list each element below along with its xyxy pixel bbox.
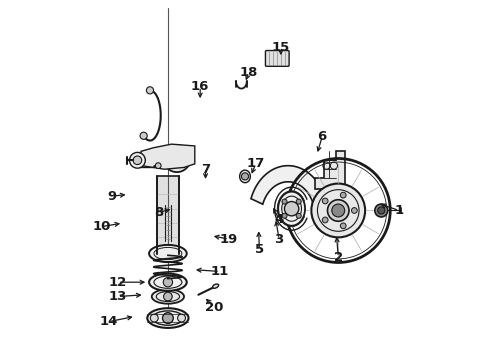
Text: 8: 8 [154, 206, 164, 219]
Ellipse shape [147, 308, 189, 328]
Polygon shape [139, 157, 153, 167]
Text: 4: 4 [274, 213, 284, 226]
Ellipse shape [240, 170, 250, 183]
Circle shape [351, 208, 357, 213]
Polygon shape [315, 151, 345, 189]
Circle shape [163, 145, 191, 172]
Circle shape [282, 213, 287, 218]
Circle shape [322, 217, 328, 223]
Circle shape [285, 202, 299, 216]
Circle shape [296, 199, 301, 204]
Circle shape [322, 198, 328, 204]
Ellipse shape [213, 284, 219, 288]
Ellipse shape [150, 314, 158, 322]
Text: 6: 6 [318, 130, 327, 144]
Polygon shape [141, 144, 195, 169]
Polygon shape [251, 166, 325, 204]
Circle shape [327, 200, 349, 221]
Ellipse shape [149, 245, 187, 262]
Circle shape [341, 192, 346, 198]
Text: 2: 2 [334, 251, 343, 264]
Circle shape [375, 204, 388, 217]
Circle shape [172, 154, 181, 163]
Circle shape [378, 207, 385, 214]
Circle shape [133, 156, 142, 165]
Text: 9: 9 [108, 190, 117, 203]
Text: 18: 18 [240, 66, 258, 79]
Circle shape [341, 223, 346, 229]
FancyBboxPatch shape [266, 50, 289, 66]
Text: 3: 3 [274, 233, 284, 246]
Circle shape [311, 184, 365, 237]
Circle shape [282, 199, 287, 204]
Circle shape [147, 87, 153, 94]
Text: 19: 19 [220, 233, 238, 246]
Text: 13: 13 [108, 290, 127, 303]
Text: 1: 1 [394, 204, 404, 217]
Circle shape [332, 204, 344, 217]
Text: 20: 20 [205, 301, 224, 314]
Text: 17: 17 [246, 157, 265, 170]
Circle shape [163, 278, 172, 287]
Circle shape [164, 292, 172, 301]
Ellipse shape [149, 274, 187, 291]
Circle shape [163, 313, 173, 323]
Circle shape [129, 152, 146, 168]
Text: 14: 14 [99, 315, 118, 328]
Circle shape [296, 213, 301, 218]
Ellipse shape [152, 289, 184, 304]
Text: 10: 10 [93, 220, 111, 233]
Text: 12: 12 [109, 276, 127, 289]
Text: 15: 15 [272, 41, 290, 54]
Text: 5: 5 [255, 243, 264, 256]
Polygon shape [157, 176, 179, 253]
Text: 7: 7 [201, 163, 210, 176]
Text: 16: 16 [191, 80, 209, 93]
Ellipse shape [278, 192, 305, 226]
Ellipse shape [177, 314, 186, 322]
Circle shape [155, 163, 161, 168]
Circle shape [140, 132, 147, 139]
Text: 11: 11 [211, 265, 229, 278]
Circle shape [242, 173, 248, 180]
